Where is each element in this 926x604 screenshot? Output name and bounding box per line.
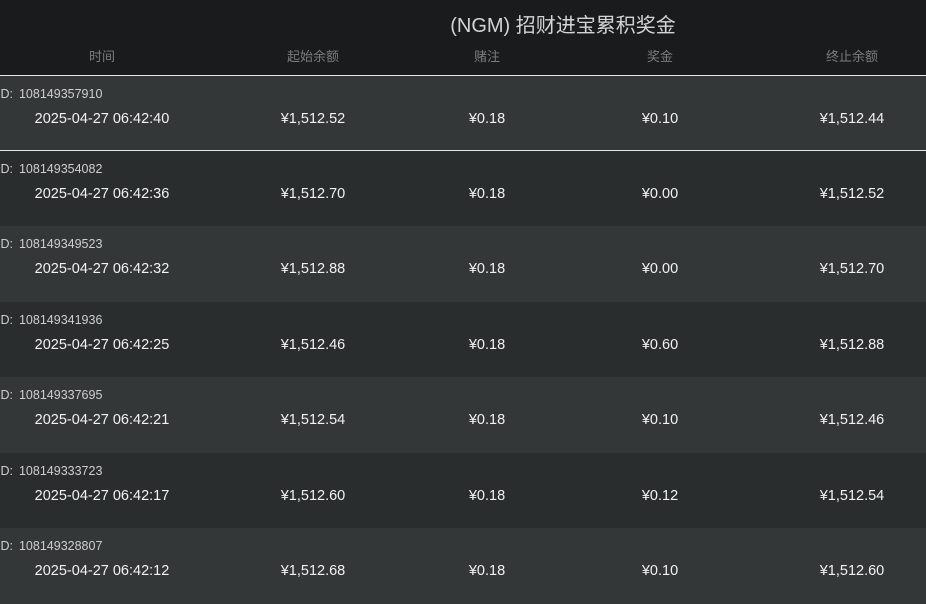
table-row[interactable]: ID: 108149349523 2025-04-27 06:42:32 ¥1,5…	[0, 226, 926, 302]
cell-end-balance: ¥1,512.88	[819, 336, 885, 353]
id-label: ID:	[0, 539, 13, 553]
round-id: ID: 108149337695	[0, 388, 102, 402]
id-value: 108149328807	[18, 539, 103, 553]
cell-end-balance: ¥1,512.60	[819, 563, 885, 579]
id-label: ID:	[0, 87, 13, 101]
cell-bet: ¥0.18	[468, 563, 506, 579]
column-header-prize: 奖金	[646, 49, 674, 64]
cell-prize: ¥0.10	[641, 563, 679, 579]
cell-end-balance: ¥1,512.52	[819, 185, 885, 202]
column-header-bet: 赌注	[473, 49, 501, 64]
column-header-time: 时间	[88, 49, 116, 64]
cell-bet: ¥0.18	[468, 412, 506, 428]
id-value: 108149333723	[18, 463, 103, 478]
id-label: ID:	[0, 312, 13, 327]
cell-time: 2025-04-27 06:42:40	[34, 111, 170, 127]
cell-prize: ¥0.00	[641, 185, 679, 202]
cell-time: 2025-04-27 06:42:17	[34, 487, 170, 504]
id-label: ID:	[0, 463, 13, 478]
cell-end-balance: ¥1,512.44	[819, 111, 885, 127]
cell-prize: ¥0.12	[641, 487, 679, 504]
cell-bet: ¥0.18	[468, 487, 506, 504]
cell-time: 2025-04-27 06:42:32	[34, 261, 170, 277]
cell-bet: ¥0.18	[468, 336, 506, 353]
cell-start-balance: ¥1,512.54	[280, 412, 346, 428]
cell-time: 2025-04-27 06:42:12	[34, 563, 170, 579]
id-value: 108149357910	[18, 87, 103, 101]
cell-prize: ¥0.60	[641, 336, 679, 353]
cell-time: 2025-04-27 06:42:21	[34, 412, 170, 428]
cell-bet: ¥0.18	[468, 111, 506, 127]
cell-end-balance: ¥1,512.54	[819, 487, 885, 504]
round-id: ID: 108149341936	[0, 313, 102, 327]
round-id: ID: 108149328807	[0, 539, 102, 553]
cell-start-balance: ¥1,512.46	[280, 336, 346, 353]
cell-bet: ¥0.18	[468, 261, 506, 277]
table-row[interactable]: ID: 108149341936 2025-04-27 06:42:25 ¥1,5…	[0, 301, 926, 377]
round-id: ID: 108149349523	[0, 237, 102, 251]
id-label: ID:	[0, 237, 13, 251]
column-header-end-balance: 终止余额	[825, 49, 879, 64]
cell-prize: ¥0.10	[641, 111, 679, 127]
table-row[interactable]: ID: 108149354082 2025-04-27 06:42:36 ¥1,5…	[0, 150, 926, 226]
table-row[interactable]: ID: 108149357910 2025-04-27 06:42:40 ¥1,5…	[0, 75, 926, 151]
table-row[interactable]: ID: 108149337695 2025-04-27 06:42:21 ¥1,5…	[0, 377, 926, 453]
id-value: 108149354082	[18, 161, 103, 176]
round-id: ID: 108149357910	[0, 87, 102, 101]
id-value: 108149349523	[18, 237, 103, 251]
table-header: 时间 起始余额 赌注 奖金 终止余额	[0, 46, 926, 64]
cell-end-balance: ¥1,512.70	[819, 261, 885, 277]
round-id: ID: 108149354082	[0, 162, 102, 176]
cell-start-balance: ¥1,512.68	[280, 563, 346, 579]
history-table: ID: 108149357910 2025-04-27 06:42:40 ¥1,5…	[0, 75, 926, 604]
page-title: (NGM) 招财进宝累积奖金	[450, 15, 676, 37]
column-header-start-balance: 起始余额	[286, 49, 340, 64]
round-id: ID: 108149333723	[0, 464, 102, 478]
cell-bet: ¥0.18	[468, 185, 506, 202]
cell-start-balance: ¥1,512.52	[280, 111, 346, 127]
cell-start-balance: ¥1,512.70	[280, 185, 346, 202]
cell-end-balance: ¥1,512.46	[819, 412, 885, 428]
cell-time: 2025-04-27 06:42:25	[34, 336, 170, 353]
cell-time: 2025-04-27 06:42:36	[34, 185, 170, 202]
id-label: ID:	[0, 388, 13, 402]
table-row[interactable]: ID: 108149333723 2025-04-27 06:42:17 ¥1,5…	[0, 452, 926, 528]
cell-start-balance: ¥1,512.88	[280, 261, 346, 277]
id-value: 108149341936	[18, 312, 103, 327]
cell-start-balance: ¥1,512.60	[280, 487, 346, 504]
table-row[interactable]: ID: 108149328807 2025-04-27 06:42:12 ¥1,5…	[0, 528, 926, 604]
cell-prize: ¥0.00	[641, 261, 679, 277]
cell-prize: ¥0.10	[641, 412, 679, 428]
id-label: ID:	[0, 161, 13, 176]
id-value: 108149337695	[18, 388, 103, 402]
